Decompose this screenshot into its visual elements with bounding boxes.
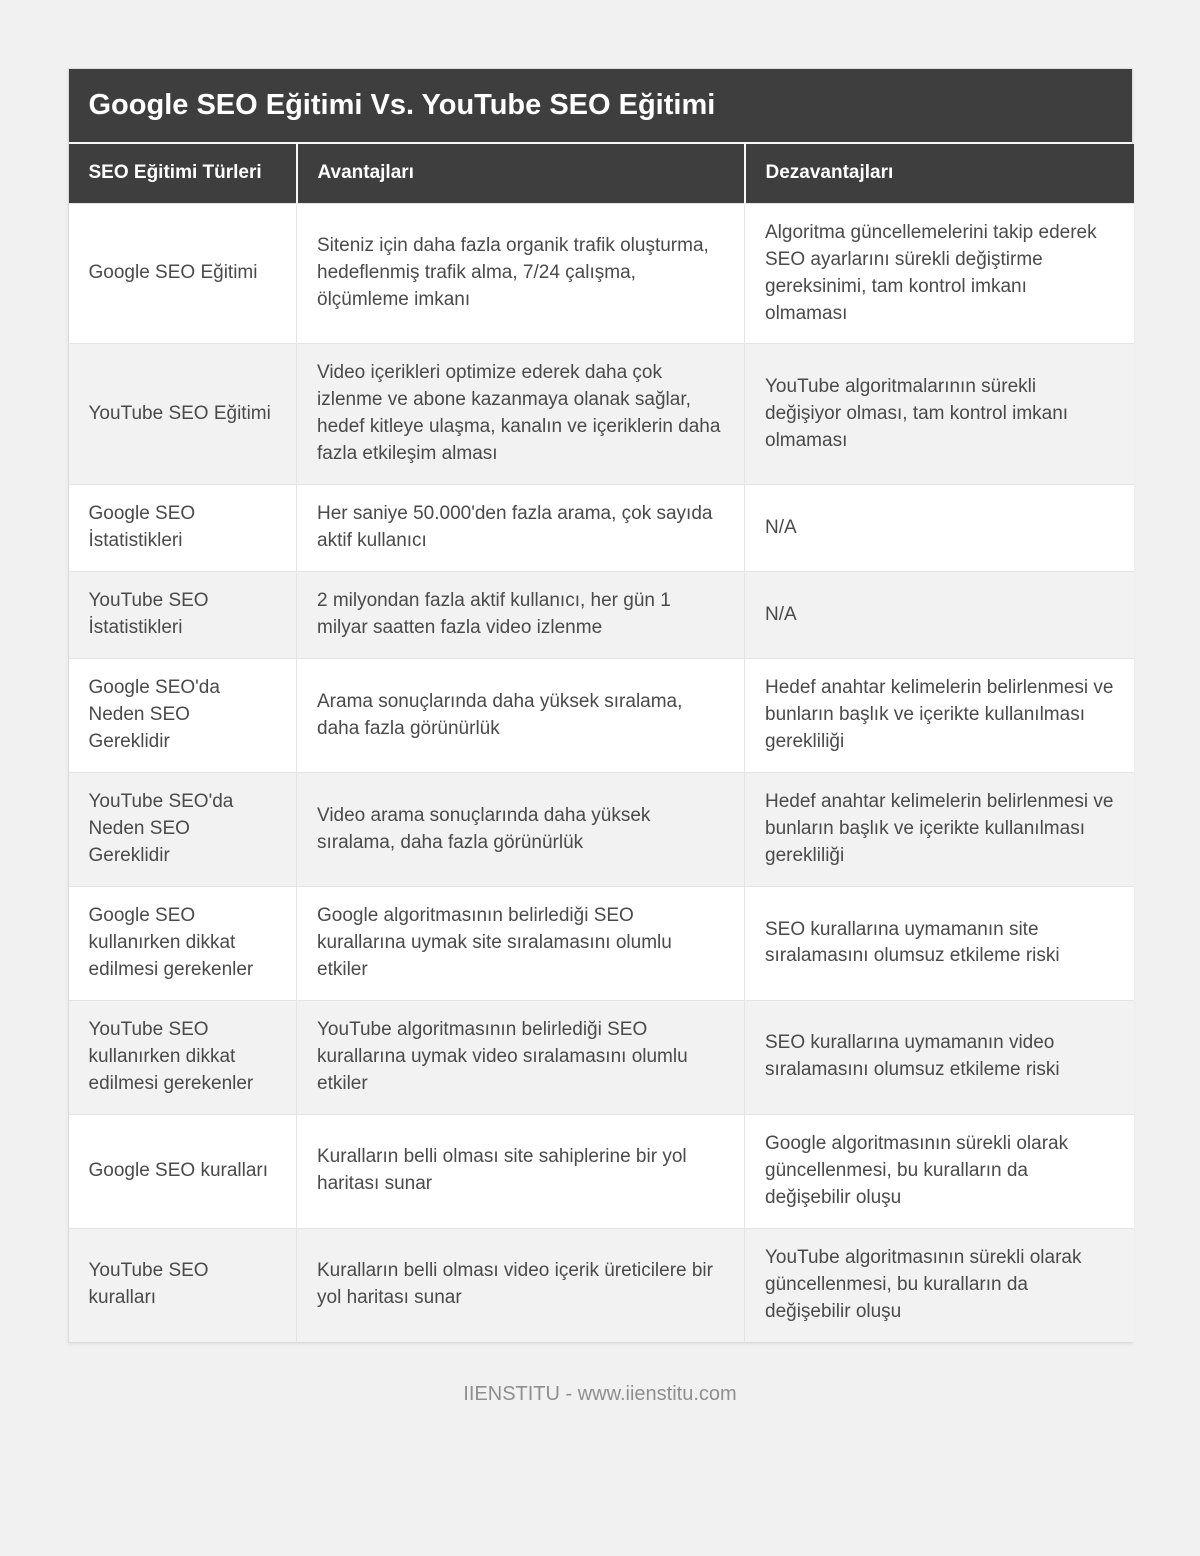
row-disadvantages-cell: SEO kurallarına uymamanın video sıralama… [744, 999, 1134, 1115]
row-disadvantages-cell: N/A [744, 571, 1134, 659]
table-row: YouTube SEO İstatistikleri 2 milyondan f… [68, 571, 1134, 659]
row-disadvantages-cell: Hedef anahtar kelimelerin belirlenmesi v… [744, 772, 1134, 887]
row-type-cell: Google SEO İstatistikleri [68, 484, 297, 572]
row-advantages-cell: YouTube algoritmasının belirlediği SEO k… [296, 999, 745, 1115]
table-row: YouTube SEO Eğitimi Video içerikleri opt… [68, 343, 1134, 485]
table-row: YouTube SEO kullanırken dikkat edilmesi … [68, 999, 1134, 1115]
row-advantages-cell: Her saniye 50.000'den fazla arama, çok s… [296, 484, 745, 572]
row-disadvantages-cell: Algoritma güncellemelerini takip ederek … [744, 202, 1134, 344]
row-type-cell: Google SEO kullanırken dikkat edilmesi g… [68, 886, 297, 1001]
row-disadvantages-cell: N/A [744, 484, 1134, 572]
comparison-table: SEO Eğitimi Türleri Avantajları Dezavant… [68, 144, 1134, 1342]
row-advantages-cell: Video içerikleri optimize ederek daha ço… [296, 343, 745, 485]
page-title: Google SEO Eğitimi Vs. YouTube SEO Eğiti… [68, 69, 1132, 144]
row-type-cell: YouTube SEO'da Neden SEO Gereklidir [68, 772, 297, 887]
row-advantages-cell: Kuralların belli olması video içerik üre… [296, 1227, 745, 1342]
table-row: Google SEO'da Neden SEO Gereklidir Arama… [68, 658, 1134, 773]
footer-credit: IIENSTITU - www.iienstitu.com [463, 1382, 737, 1405]
column-header-types: SEO Eğitimi Türleri [68, 144, 297, 204]
row-disadvantages-cell: SEO kurallarına uymamanın site sıralamas… [744, 886, 1134, 1001]
row-disadvantages-cell: Hedef anahtar kelimelerin belirlenmesi v… [744, 658, 1134, 773]
row-disadvantages-cell: Google algoritmasının sürekli olarak gün… [744, 1113, 1134, 1229]
table-row: YouTube SEO kuralları Kuralların belli o… [68, 1227, 1134, 1342]
row-advantages-cell: Siteniz için daha fazla organik trafik o… [296, 202, 745, 344]
row-type-cell: YouTube SEO Eğitimi [68, 343, 297, 485]
table-row: YouTube SEO'da Neden SEO Gereklidir Vide… [68, 772, 1134, 887]
column-header-disadvantages: Dezavantajları [743, 144, 1134, 204]
row-type-cell: Google SEO Eğitimi [68, 202, 297, 344]
row-type-cell: Google SEO kuralları [68, 1113, 297, 1229]
row-disadvantages-cell: YouTube algoritmasının sürekli olarak gü… [744, 1227, 1134, 1342]
row-advantages-cell: Kuralların belli olması site sahiplerine… [296, 1113, 745, 1229]
table-row: Google SEO İstatistikleri Her saniye 50.… [68, 484, 1134, 572]
row-advantages-cell: Arama sonuçlarında daha yüksek sıralama,… [296, 658, 745, 773]
row-type-cell: Google SEO'da Neden SEO Gereklidir [68, 658, 297, 773]
table-row: Google SEO kullanırken dikkat edilmesi g… [68, 886, 1134, 1001]
row-advantages-cell: 2 milyondan fazla aktif kullanıcı, her g… [296, 571, 745, 659]
table-header-row: SEO Eğitimi Türleri Avantajları Dezavant… [68, 144, 1134, 204]
table-row: Google SEO Eğitimi Siteniz için daha faz… [68, 202, 1134, 344]
row-advantages-cell: Video arama sonuçlarında daha yüksek sır… [296, 772, 745, 887]
table-body: Google SEO Eğitimi Siteniz için daha faz… [68, 202, 1134, 1342]
column-header-advantages: Avantajları [295, 144, 745, 204]
row-type-cell: YouTube SEO kullanırken dikkat edilmesi … [68, 999, 297, 1115]
row-advantages-cell: Google algoritmasının belirlediği SEO ku… [296, 886, 745, 1001]
table-row: Google SEO kuralları Kuralların belli ol… [68, 1113, 1134, 1229]
comparison-card: Google SEO Eğitimi Vs. YouTube SEO Eğiti… [67, 68, 1134, 1343]
row-type-cell: YouTube SEO İstatistikleri [68, 571, 297, 659]
row-type-cell: YouTube SEO kuralları [68, 1227, 297, 1342]
table-header: SEO Eğitimi Türleri Avantajları Dezavant… [68, 144, 1134, 204]
row-disadvantages-cell: YouTube algoritmalarının sürekli değişiy… [744, 343, 1134, 485]
